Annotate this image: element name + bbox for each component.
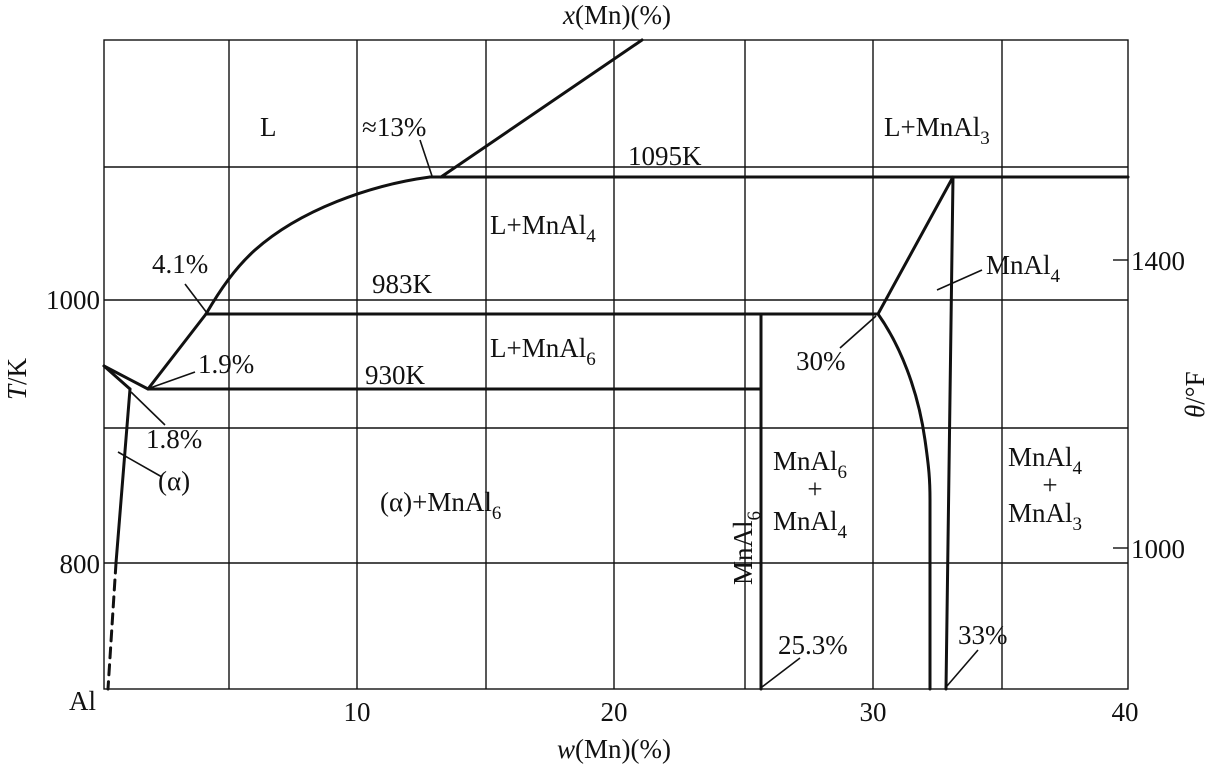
leader-4-1pct: [184, 283, 208, 314]
pct-13: ≈13%: [362, 112, 426, 142]
pct-30: 30%: [796, 346, 846, 376]
region-mnal4: MnAl4: [986, 250, 1061, 287]
region-l-mnal3: L+MnAl3: [884, 112, 990, 149]
phase-boundaries: [102, 38, 1130, 691]
mnal4-right-boundary: [944, 175, 955, 691]
leader-30pct: [839, 315, 877, 349]
region-mnal6-mnal4: MnAl6 + MnAl4: [773, 446, 848, 543]
mnal4-left-boundary: [876, 312, 932, 691]
solvus-al-dashed: [106, 561, 118, 691]
leader-13pct: [419, 139, 433, 177]
svg-text:+: +: [807, 474, 822, 504]
x-tick-label: 20: [601, 697, 628, 727]
region-mnal4-mnal3: MnAl4 + MnAl3: [1008, 442, 1083, 535]
svg-text:MnAl3: MnAl3: [1008, 498, 1082, 535]
liquidus-al: [102, 364, 150, 391]
temp-930k: 930K: [365, 360, 426, 390]
svg-text:MnAl6: MnAl6: [773, 446, 847, 483]
leader-mnal4: [936, 269, 983, 291]
region-alpha-mnal6: (α)+MnAl6: [380, 487, 501, 524]
leader-1-9pct: [149, 371, 196, 389]
leader-1-8pct: [130, 391, 166, 426]
region-alpha: (α): [158, 466, 190, 496]
leader-33pct: [946, 649, 979, 687]
mnal4-liquidus-boundary: [876, 175, 955, 316]
leader-lines: [117, 139, 983, 688]
y-tick-label: 1000: [46, 285, 100, 315]
region-l-mnal4: L+MnAl4: [490, 210, 596, 247]
solvus-al: [114, 387, 132, 565]
pct-1-9: 1.9%: [198, 349, 254, 379]
region-mnal6-vertical: MnAl6: [728, 511, 765, 585]
pct-33: 33%: [958, 620, 1008, 650]
leader-25-3pct: [761, 657, 801, 688]
left-axis-title: T/K: [2, 357, 32, 400]
origin-label: Al: [69, 686, 96, 716]
x-tick-label: 10: [344, 697, 371, 727]
temp-1095k: 1095K: [628, 141, 702, 171]
leader-alpha: [117, 451, 163, 478]
pct-1-8: 1.8%: [146, 424, 202, 454]
region-l-mnal6: L+MnAl6: [490, 333, 596, 370]
right-axis-title: θ/°F: [1180, 371, 1210, 418]
top-axis-title: x(Mn)(%): [562, 0, 671, 30]
plot-grid: [103, 39, 1129, 690]
pct-25-3: 25.3%: [778, 630, 848, 660]
svg-text:+: +: [1042, 470, 1057, 500]
y-tick-label: 800: [60, 549, 101, 579]
temp-983k: 983K: [372, 269, 433, 299]
x-tick-label: 40: [1112, 697, 1139, 727]
liquidus-mnal4: [204, 175, 432, 316]
svg-text:MnAl4: MnAl4: [1008, 442, 1083, 479]
x-tick-label: 30: [860, 697, 887, 727]
liquidus-mnal3: [439, 38, 644, 179]
right-tick-label: 1400: [1131, 246, 1185, 276]
bottom-axis-title: w(Mn)(%): [557, 734, 671, 764]
right-tick-label: 1000: [1131, 534, 1185, 564]
region-liquid: L: [260, 112, 277, 142]
liquidus-mnal6: [146, 312, 208, 391]
solidus-al: [102, 364, 132, 391]
pct-4-1: 4.1%: [152, 249, 208, 279]
svg-text:MnAl4: MnAl4: [773, 506, 848, 543]
